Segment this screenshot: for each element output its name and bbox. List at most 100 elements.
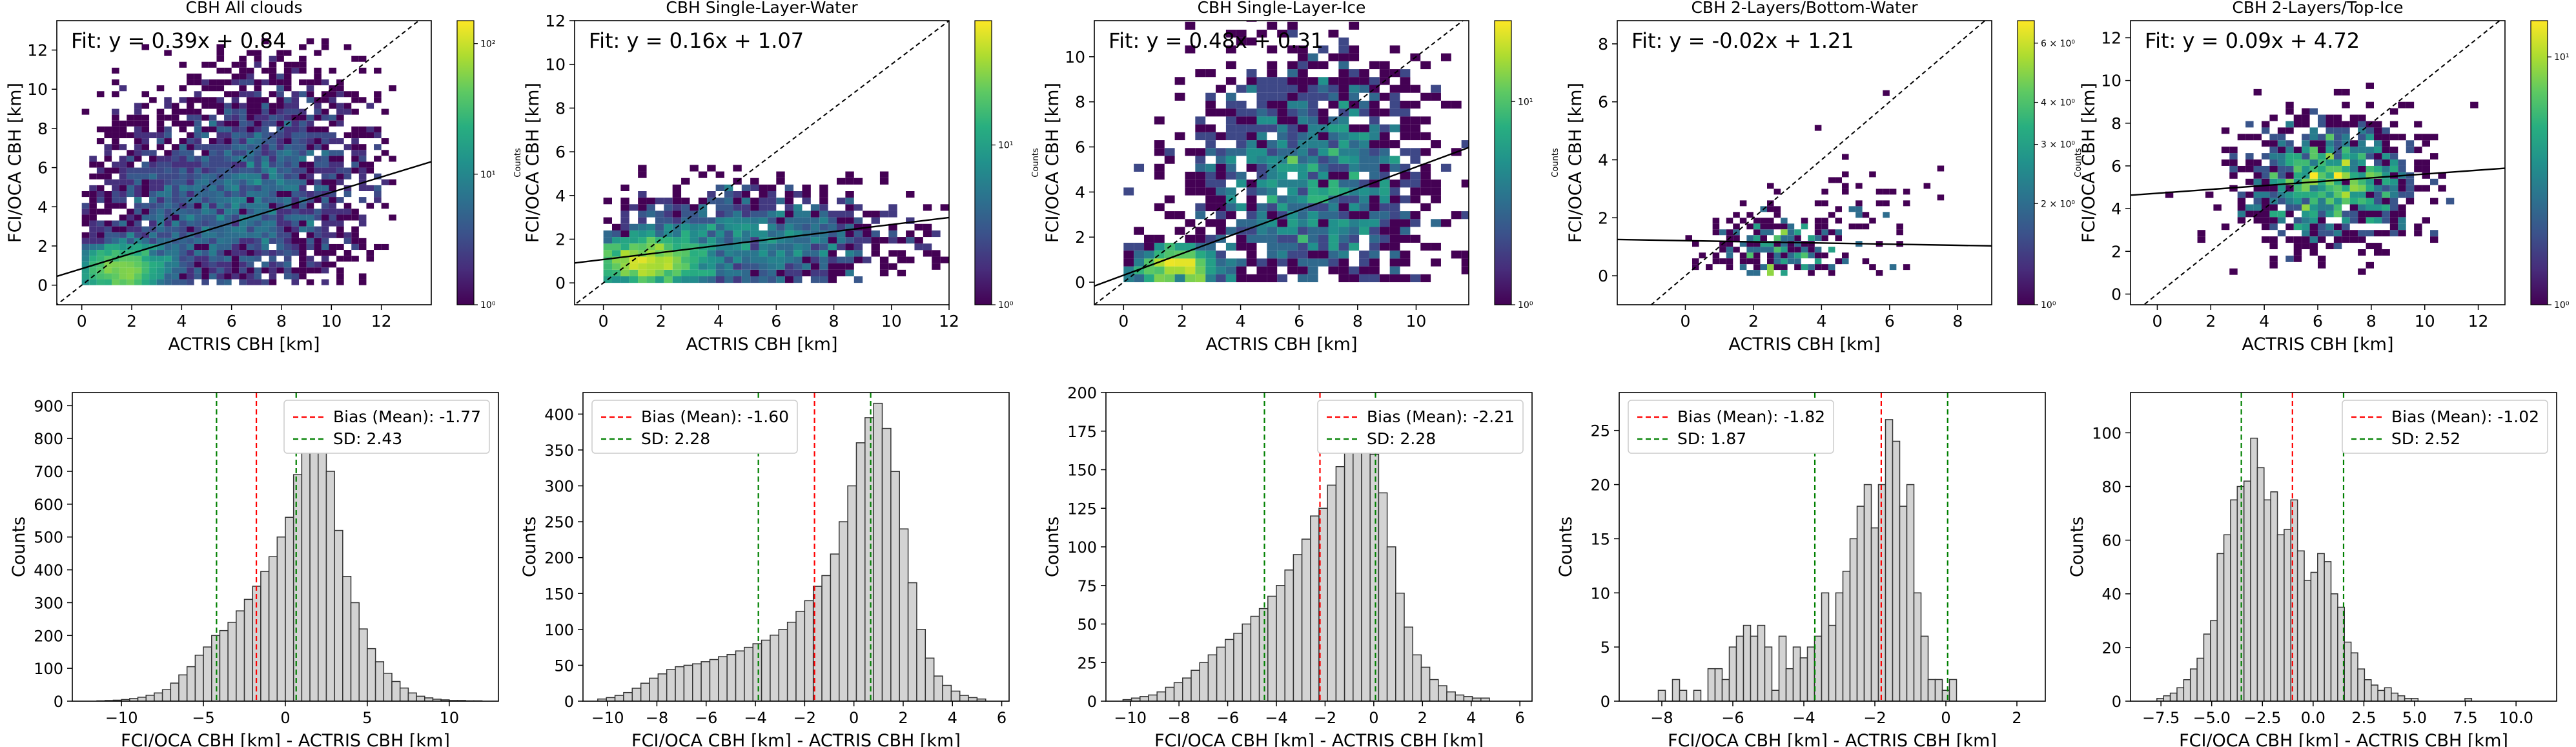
heatmap-cell <box>810 243 820 251</box>
heatmap-cell <box>1328 251 1339 259</box>
heatmap-cell <box>2237 165 2246 172</box>
heatmap-cell <box>276 108 284 115</box>
heatmap-cell <box>1410 85 1421 93</box>
y-tick-label: 40 <box>2101 586 2121 604</box>
heatmap-cell <box>321 185 329 191</box>
heatmap-cell <box>224 103 232 109</box>
heatmap-cell <box>1267 148 1278 156</box>
heatmap-cell <box>1338 211 1349 220</box>
heatmap-cell <box>2374 127 2382 134</box>
heatmap-cell <box>724 243 733 251</box>
heatmap-cell <box>194 179 202 185</box>
heatmap-cell <box>127 132 134 139</box>
heatmap-cell <box>96 191 105 198</box>
heatmap-cell <box>374 67 382 74</box>
heatmap-cell <box>269 203 277 209</box>
x-tick-label: 2.5 <box>2351 709 2376 727</box>
heatmap-cell <box>201 261 209 268</box>
heatmap-cell <box>246 67 254 74</box>
heatmap-cell <box>2269 147 2278 154</box>
heatmap-cell <box>2285 204 2294 211</box>
heatmap-cell <box>2326 153 2334 160</box>
heatmap-cell <box>2398 134 2406 141</box>
colorbar-tick-label: 10⁰ <box>480 300 496 311</box>
x-tick-label: 10 <box>881 312 902 331</box>
heatmap-cell <box>2269 178 2278 185</box>
heatmap-cell <box>276 56 284 62</box>
heatmap-cell <box>1164 211 1175 220</box>
heatmap-cell <box>291 203 300 209</box>
heatmap-cell <box>1842 252 1849 259</box>
heatmap-cell <box>2285 178 2294 185</box>
heatmap-cell <box>141 91 150 97</box>
heatmap-cell <box>239 132 247 139</box>
heatmap-cell <box>2382 127 2390 134</box>
heatmap-cell <box>1739 252 1747 259</box>
heatmap-cell <box>201 203 209 209</box>
heatmap-cell <box>231 91 240 97</box>
histogram-bar <box>1941 690 1950 701</box>
heatmap-cell <box>707 269 716 276</box>
heatmap-cell <box>707 165 716 172</box>
heatmap-cell <box>2389 121 2398 128</box>
y-tick-label: 8 <box>555 99 566 118</box>
heatmap-cell <box>283 197 292 203</box>
heatmap-cell <box>681 217 690 224</box>
heatmap-cell <box>1835 177 1842 183</box>
heatmap-cell <box>187 114 194 121</box>
x-tick-label: 2 <box>656 312 666 331</box>
y-tick-label: 0 <box>1600 693 1610 711</box>
heatmap-cell <box>194 243 202 251</box>
heatmap-cell <box>141 214 150 221</box>
heatmap-cell <box>819 204 828 211</box>
heatmap-cell <box>141 209 150 215</box>
heatmap-cell <box>171 191 179 198</box>
heatmap-cell <box>1236 37 1247 46</box>
heatmap-cell <box>112 238 119 244</box>
heatmap-cell <box>231 108 240 115</box>
heatmap-cell <box>1297 53 1308 61</box>
heatmap-cell <box>1123 251 1134 259</box>
heatmap-cell <box>321 267 329 274</box>
heatmap-cell <box>828 276 837 283</box>
heatmap-cell <box>2302 108 2310 115</box>
heatmap-cell <box>276 85 284 92</box>
heatmap-cell <box>81 256 90 262</box>
heatmap-cell <box>1297 242 1308 251</box>
heatmap-cell <box>2277 191 2286 198</box>
heatmap-cell <box>351 243 359 251</box>
heatmap-cell <box>104 267 112 274</box>
heatmap-cell <box>164 203 172 209</box>
heatmap-cell <box>239 220 247 227</box>
heatmap-cell <box>2349 185 2358 192</box>
heatmap-cell <box>1774 252 1781 259</box>
heatmap-cell <box>261 132 269 139</box>
heatmap-cell <box>2326 178 2334 185</box>
heatmap-cell <box>336 232 344 238</box>
heatmap-cell <box>1307 251 1318 259</box>
heatmap-cell <box>810 223 820 230</box>
heatmap-cell <box>923 223 932 230</box>
histogram-bar <box>292 474 303 701</box>
heatmap-cell <box>1277 274 1288 283</box>
heatmap-cell <box>112 138 119 145</box>
heatmap-cell <box>374 132 382 139</box>
heatmap-cell <box>1328 132 1339 141</box>
heatmap-cell <box>2414 159 2422 166</box>
heatmap-cell <box>2342 217 2350 224</box>
heatmap-cell <box>1246 69 1257 77</box>
heatmap-cell <box>291 232 300 238</box>
heatmap-cell <box>112 161 119 168</box>
heatmap-cell <box>2318 153 2326 160</box>
heatmap-cell <box>269 220 277 227</box>
heatmap-cell <box>1267 227 1278 235</box>
heatmap-cell <box>239 161 247 168</box>
x-tick-label: −4 <box>1265 709 1287 727</box>
heatmap-cell <box>1338 116 1349 125</box>
heatmap-cell <box>134 156 142 162</box>
heatmap-cell <box>306 114 314 121</box>
heatmap-cell <box>733 237 742 244</box>
heatmap-cell <box>1349 124 1360 132</box>
heatmap-cell <box>1767 258 1774 265</box>
histogram-bar <box>2317 553 2325 701</box>
